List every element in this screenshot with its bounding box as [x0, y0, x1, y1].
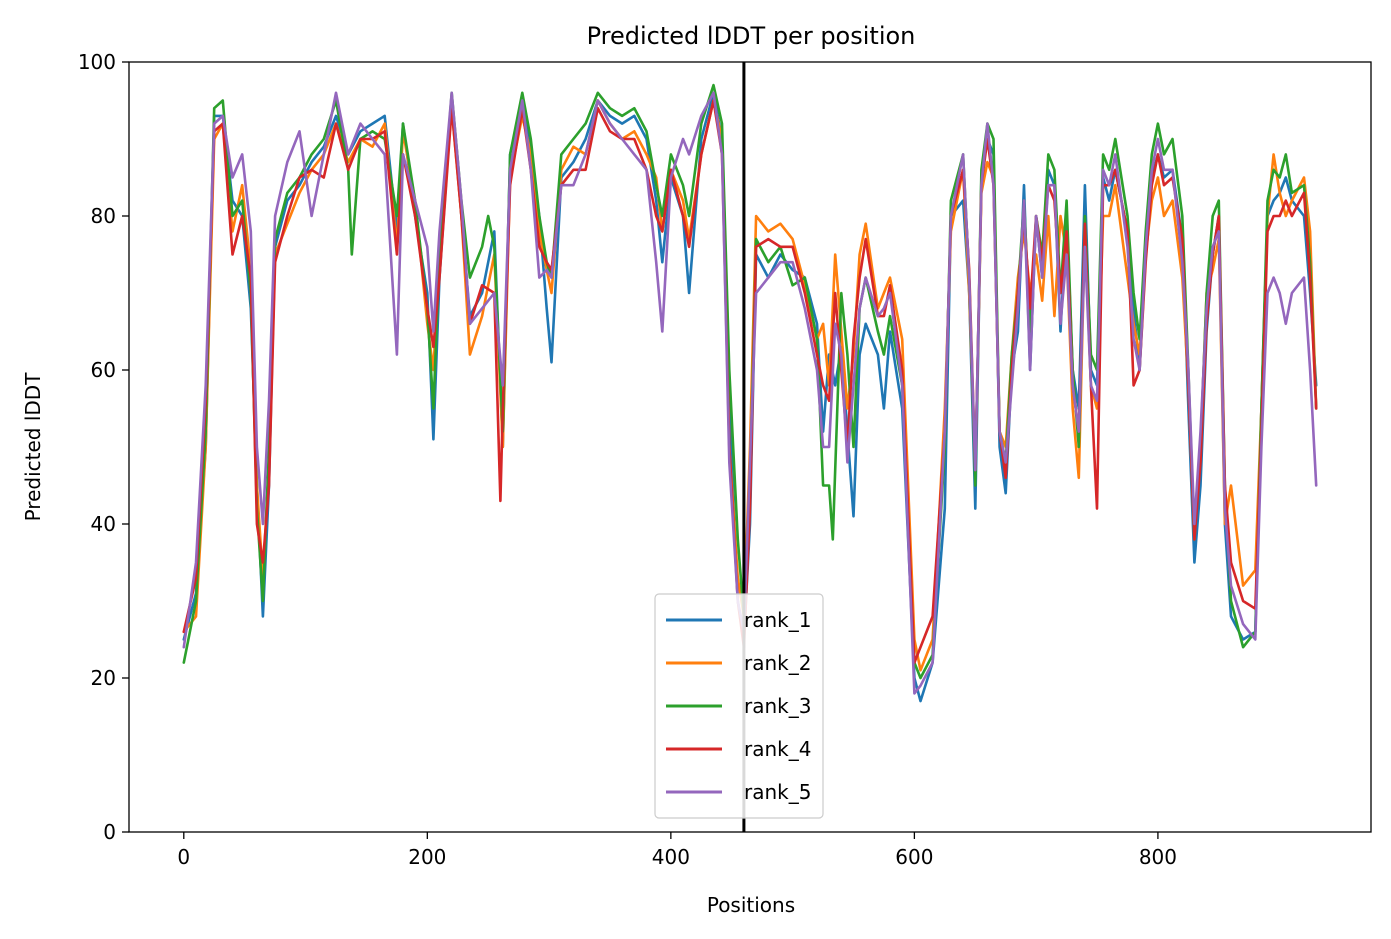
legend: rank_1 rank_2 rank_3 rank_4 rank_5	[654, 593, 824, 819]
x-tick-label: 800	[1139, 845, 1177, 869]
x-tick-label: 0	[177, 845, 190, 869]
y-tick-label: 80	[91, 204, 116, 228]
y-axis-ticks: 0 20 40 60 80 100	[78, 50, 129, 844]
series-line-rank-3	[182, 83, 1318, 680]
x-tick-label: 200	[408, 845, 446, 869]
y-tick-label: 0	[103, 820, 116, 844]
series-line-rank-4	[182, 99, 1318, 664]
legend-label-rank-5: rank_5	[744, 780, 811, 804]
x-tick-label: 600	[895, 845, 933, 869]
legend-label-rank-4: rank_4	[744, 737, 811, 761]
x-tick-label: 400	[652, 845, 690, 869]
y-tick-label: 40	[91, 512, 116, 536]
y-tick-label: 100	[78, 50, 116, 74]
x-axis-ticks: 0 200 400 600 800	[177, 832, 1177, 869]
series-line-rank-5	[182, 91, 1318, 695]
legend-label-rank-2: rank_2	[744, 651, 811, 675]
legend-box	[654, 593, 824, 819]
x-axis-label: Positions	[707, 893, 795, 917]
chart-title: Predicted lDDT per position	[587, 22, 916, 50]
legend-label-rank-3: rank_3	[744, 694, 811, 718]
y-axis-label: Predicted lDDT	[21, 372, 45, 522]
plot-frame	[128, 61, 1372, 833]
y-tick-label: 60	[91, 358, 116, 382]
series-layer	[182, 83, 1318, 703]
y-tick-label: 20	[91, 666, 116, 690]
legend-label-rank-1: rank_1	[744, 608, 811, 632]
